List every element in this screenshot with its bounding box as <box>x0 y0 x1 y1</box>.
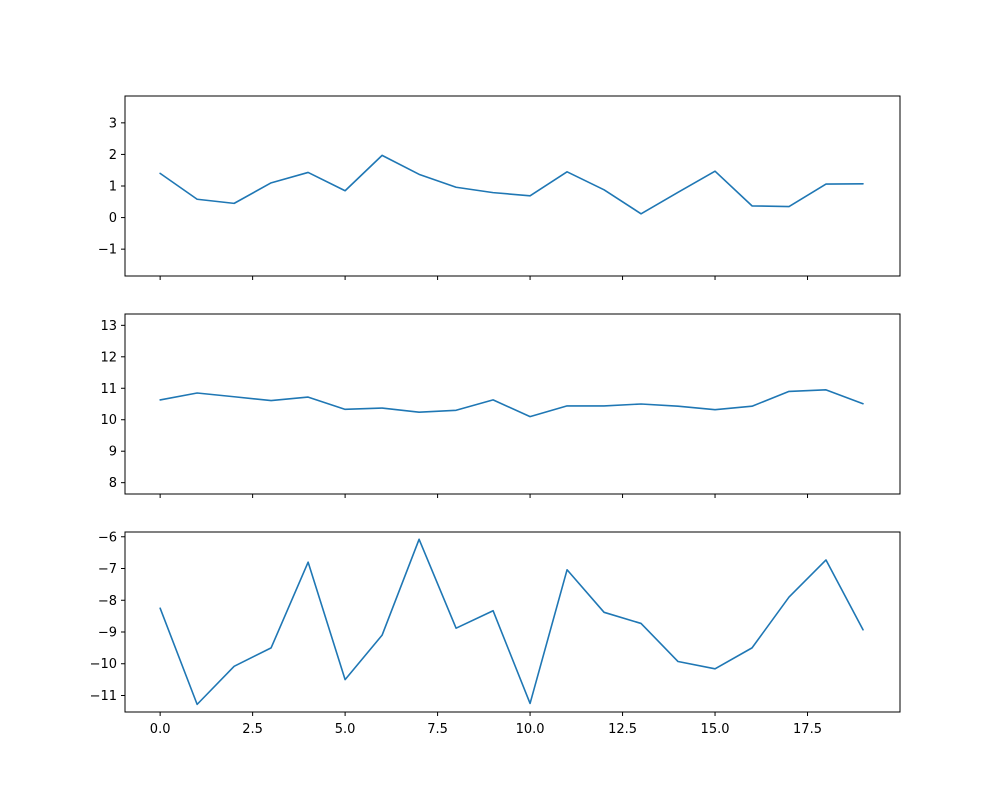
y-tick-label: 3 <box>109 116 117 131</box>
series-line <box>159 154 864 215</box>
y-tick-label: 8 <box>109 476 117 491</box>
y-tick-label: 13 <box>100 319 117 334</box>
y-tick-label: −11 <box>90 689 117 704</box>
series-line <box>159 538 864 706</box>
axes-frame <box>124 531 901 713</box>
x-tick-label: 5.0 <box>335 722 356 737</box>
y-tick-label: 1 <box>109 180 117 195</box>
x-tick-label: 0.0 <box>150 722 171 737</box>
y-tick-label: 12 <box>100 350 117 365</box>
x-tick-label: 12.5 <box>608 722 637 737</box>
y-tick-label: 10 <box>100 413 117 428</box>
subplot-bottom: −11 −10 −9 −8 −7 −6 0.0 2.5 5.0 7.5 10.0 12.5 15.0 17… <box>90 530 901 737</box>
x-tick-label: 7.5 <box>427 722 448 737</box>
series-line <box>159 389 864 418</box>
y-tick-label: 11 <box>100 382 117 397</box>
x-tick-label: 15.0 <box>701 722 730 737</box>
subplot-top: −1 0 1 2 3 <box>98 95 901 280</box>
y-tick-label: −10 <box>90 657 117 672</box>
y-tick-label: −1 <box>98 243 117 258</box>
y-tick-label: 0 <box>109 211 117 226</box>
x-tick-label: 10.0 <box>516 722 545 737</box>
x-tick-label: 2.5 <box>242 722 263 737</box>
axes-frame <box>124 313 901 495</box>
y-tick-label: −7 <box>98 562 117 577</box>
y-tick-label: −8 <box>98 594 117 609</box>
y-tick-label: 2 <box>109 148 117 163</box>
subplot-middle: 8 9 10 11 12 13 <box>100 313 901 498</box>
axes-frame <box>124 95 901 277</box>
x-tick-label: 17.5 <box>793 722 822 737</box>
y-tick-label: −6 <box>98 530 117 545</box>
y-tick-label: 9 <box>109 445 117 460</box>
y-tick-label: −9 <box>98 626 117 641</box>
